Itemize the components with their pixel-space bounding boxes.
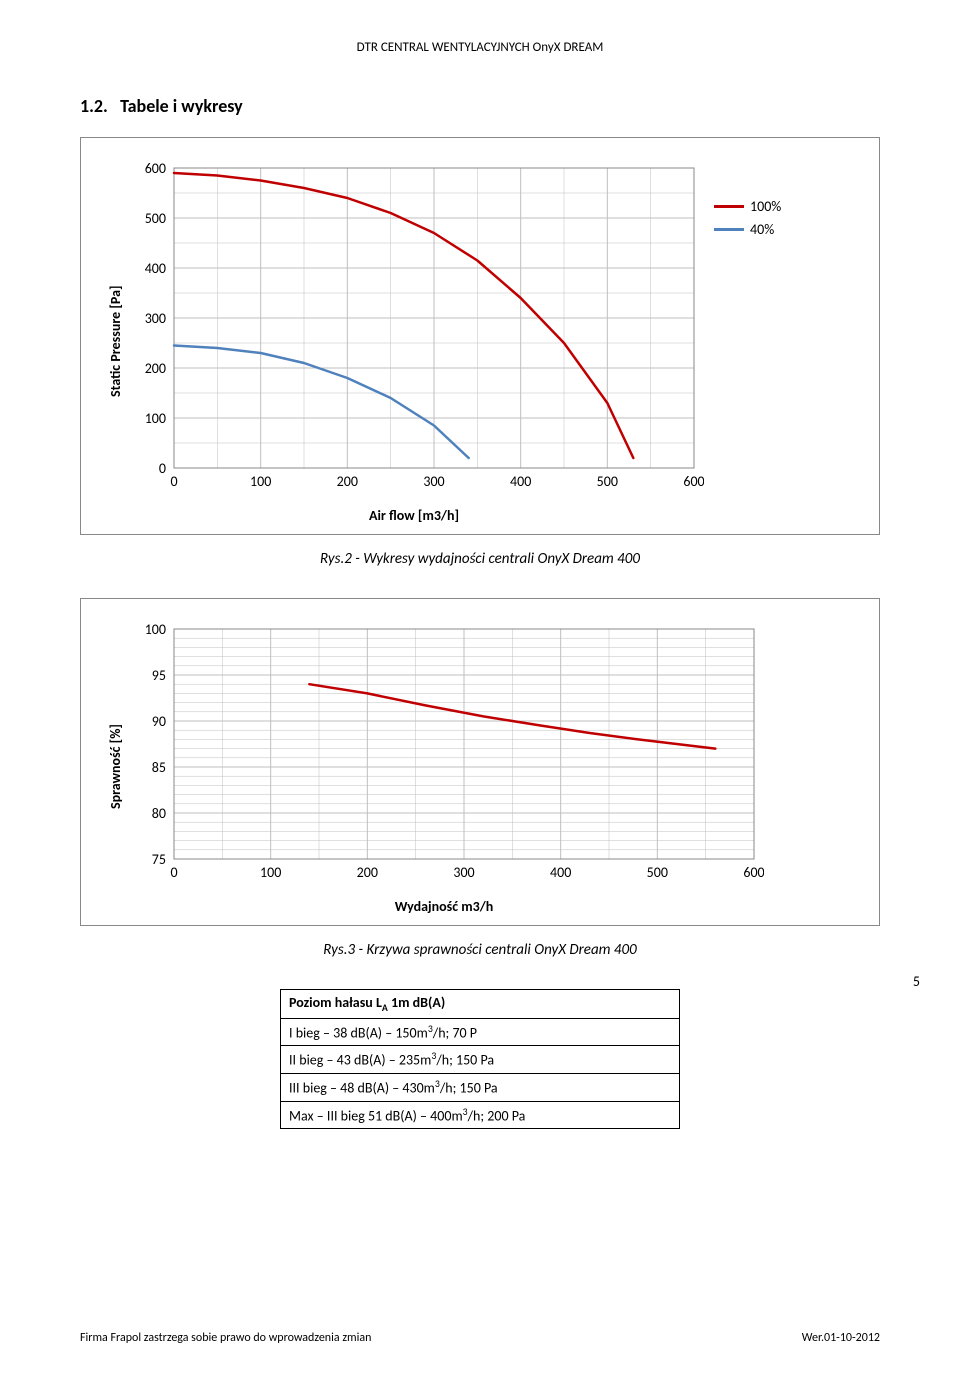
noise-table-row: II bieg – 43 dB(A) – 235m3/h; 150 Pa [281,1046,680,1074]
svg-text:200: 200 [357,864,378,881]
svg-text:85: 85 [152,759,166,776]
chart2-svg: 0 100 200 300 400 500 600 75 80 85 90 95 100 [124,619,764,889]
page-header: DTR CENTRAL WENTYLACYJNYCH OnyX DREAM [80,40,880,55]
svg-text:600: 600 [683,473,704,490]
svg-text:100: 100 [145,621,166,638]
svg-text:400: 400 [550,864,571,881]
chart2-xlabel: Wydajność m3/h [124,898,764,915]
svg-text:200: 200 [337,473,358,490]
noise-table-row: III bieg – 48 dB(A) – 430m3/h; 150 Pa [281,1074,680,1102]
svg-text:100: 100 [260,864,281,881]
svg-text:500: 500 [145,210,166,227]
chart1-xlabel: Air flow [m3/h] [124,507,704,524]
legend-item: 40% [714,221,781,238]
chart2-container: Sprawność [%] 0 100 200 300 400 500 600 75 80 85 9… [80,598,880,926]
svg-text:300: 300 [145,310,166,327]
svg-text:0: 0 [170,864,177,881]
svg-text:400: 400 [510,473,531,490]
noise-table-header: Poziom hałasu LA 1m dB(A) [281,990,680,1019]
svg-text:80: 80 [152,805,166,822]
section-heading: 1.2. Tabele i wykresy [80,95,880,117]
svg-text:300: 300 [423,473,444,490]
chart1-ylabel: Static Pressure [Pa] [101,158,124,524]
svg-text:500: 500 [597,473,618,490]
svg-text:400: 400 [145,260,166,277]
chart2-caption: Rys.3 - Krzywa sprawności centrali OnyX … [80,941,880,959]
chart1-svg: 0 100 200 300 400 500 600 0 100 200 300 400 500 600 [124,158,704,498]
svg-text:500: 500 [647,864,668,881]
svg-text:0: 0 [159,460,166,477]
legend-item: 100% [714,198,781,215]
chart2-ylabel: Sprawność [%] [101,619,124,915]
noise-level-table: Poziom hałasu LA 1m dB(A) I bieg – 38 dB… [280,989,680,1129]
noise-table-row: I bieg – 38 dB(A) – 150m3/h; 70 P [281,1018,680,1046]
svg-text:600: 600 [743,864,764,881]
footer-left-text: Firma Frapol zastrzega sobie prawo do wp… [80,1331,371,1345]
section-title-text: Tabele i wykresy [120,95,243,117]
svg-text:100: 100 [250,473,271,490]
footer-right-text: Wer.01-10-2012 [802,1331,880,1345]
svg-text:0: 0 [170,473,177,490]
page-number: 5 [913,973,920,990]
noise-table-row: Max – III bieg 51 dB(A) – 400m3/h; 200 P… [281,1101,680,1129]
page-footer: Firma Frapol zastrzega sobie prawo do wp… [80,1331,880,1345]
section-number: 1.2. [80,95,108,117]
svg-text:600: 600 [145,160,166,177]
chart1-container: Static Pressure [Pa] 0 100 200 300 400 500 600… [80,137,880,535]
svg-text:300: 300 [453,864,474,881]
svg-text:75: 75 [152,851,166,868]
svg-text:100: 100 [145,410,166,427]
svg-text:95: 95 [152,667,166,684]
svg-text:200: 200 [145,360,166,377]
svg-text:90: 90 [152,713,166,730]
chart1-caption: Rys.2 - Wykresy wydajności centrali OnyX… [80,550,880,568]
chart1-legend: 100% 40% [704,198,781,244]
